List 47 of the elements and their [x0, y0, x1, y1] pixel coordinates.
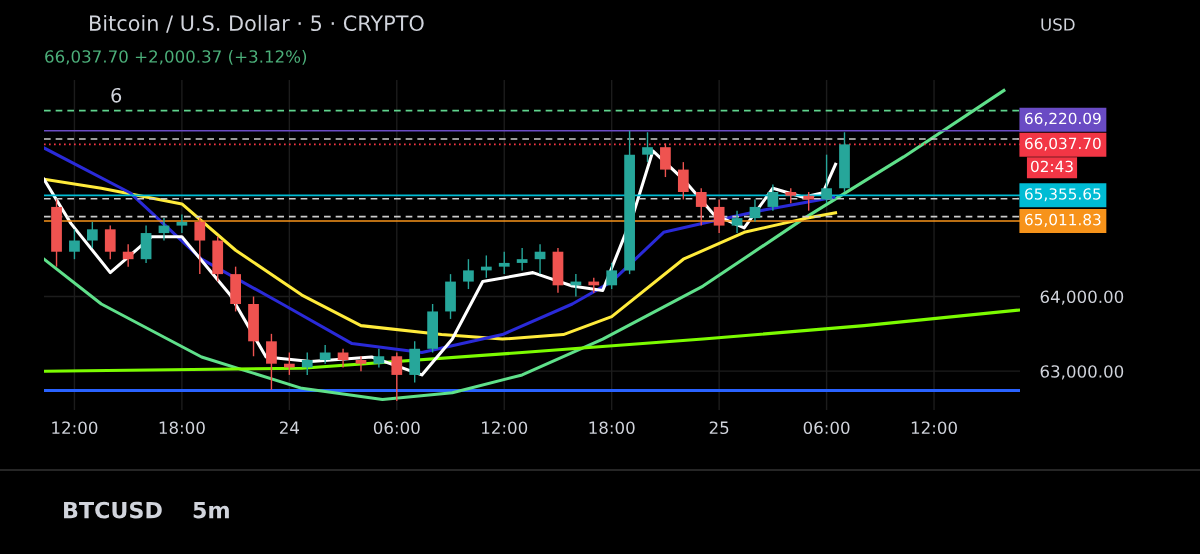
- candlestick: [498, 251, 510, 275]
- text: 5m: [193, 501, 229, 519]
- candlestick: [463, 258, 474, 290]
- x-tick-label: 24: [279, 421, 300, 434]
- text: BTCUSD: [64, 501, 162, 519]
- candlestick: [767, 183, 779, 212]
- chart-subtitle: 66,037.70 +2,000.37 (+3.12%): [45, 49, 307, 65]
- x-tick-label: 06:00: [373, 421, 420, 435]
- x-tick-label: 18:00: [159, 421, 205, 435]
- candlestick: [104, 224, 116, 260]
- candlestick: [194, 217, 206, 275]
- candlestick: [516, 247, 528, 272]
- candlestick: [69, 228, 80, 260]
- candlestick: [731, 209, 743, 234]
- candlestick: [749, 198, 761, 223]
- x-tick-label: 12:00: [52, 421, 98, 435]
- text: USD: [1041, 18, 1075, 31]
- candlestick: [301, 351, 313, 376]
- candlestick: [373, 348, 385, 369]
- candlestick: [266, 333, 277, 391]
- y-tick-label: 64,000.00: [1040, 290, 1124, 305]
- x-tick-label: 25: [709, 421, 729, 435]
- x-tick-label: 06:00: [803, 421, 850, 435]
- candlestick: [122, 243, 134, 268]
- candlestick: [642, 131, 653, 163]
- candlestick: [677, 161, 689, 201]
- candlestick: [86, 221, 98, 249]
- chart-title: Bitcoin / U.S. Dollar · 5 · CRYPTO: [90, 14, 424, 33]
- candlestick: [391, 351, 403, 402]
- ref-line-label: 66,037.70: [1025, 137, 1101, 151]
- candlestick: [660, 142, 671, 178]
- y-tick-label: 63,000.00: [1040, 365, 1124, 380]
- ref-line-label: 66,220.09: [1025, 112, 1101, 126]
- candlestick: [695, 187, 707, 227]
- candlestick: [821, 153, 832, 204]
- ref-line-label: 65,355.65: [1025, 188, 1101, 202]
- text: 02:43: [1031, 160, 1073, 173]
- annotation: 6: [111, 87, 122, 103]
- candlestick: [355, 355, 367, 372]
- candlestick: [713, 198, 725, 234]
- x-tick-label: 12:00: [482, 421, 528, 435]
- ref-line-label: 65,011.83: [1025, 213, 1101, 227]
- candlestick: [606, 262, 618, 290]
- candlestick: [176, 213, 188, 234]
- candlestick: [319, 344, 331, 365]
- x-tick-label: 12:00: [911, 421, 957, 435]
- x-tick-label: 18:00: [589, 421, 635, 435]
